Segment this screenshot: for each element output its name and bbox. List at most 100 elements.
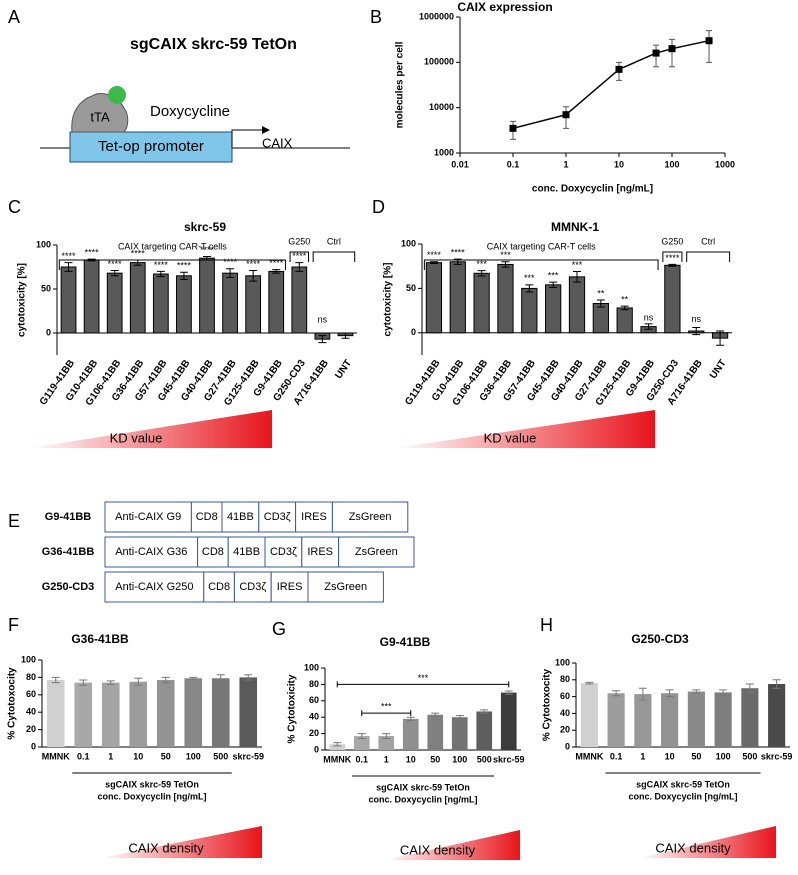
panel-a-title: sgCAIX skrc-59 TetOn: [130, 36, 297, 53]
group-label: Ctrl: [327, 236, 341, 246]
group-label: sgCAIX skrc-59 TetOn: [636, 779, 730, 789]
panel-label: C: [8, 197, 21, 217]
x-tick-label: 0.1: [355, 754, 368, 764]
x-tick-label: 500: [477, 754, 492, 764]
gradient-wedge: [385, 830, 520, 860]
significance-label: ****: [427, 250, 442, 260]
error-bar: [357, 733, 366, 740]
construct-segment: [104, 501, 192, 533]
panel-label: H: [540, 615, 553, 635]
construct-segment-label: CD8: [202, 546, 224, 558]
error-bar: [429, 261, 438, 265]
y-tick-label: 40: [26, 707, 36, 717]
significance-label: **: [597, 288, 605, 298]
error-bar: [79, 679, 88, 686]
significance-label: **: [621, 295, 629, 305]
y-tick-label: 50: [406, 283, 416, 293]
construct-segment-label: IRES: [277, 581, 303, 593]
bar: [768, 684, 786, 747]
data-line: [512, 39, 710, 130]
error-bar: [585, 681, 594, 685]
error-bar: [179, 271, 188, 280]
y-axis-label: % Cytotoxicity: [287, 674, 298, 743]
data-point: [615, 65, 623, 73]
significance-label: ***: [476, 259, 487, 269]
transcription-arrow: [231, 129, 262, 148]
construct-segment-label: Anti-CAIX G250: [115, 581, 193, 593]
y-tick-label: 50: [41, 283, 51, 293]
significance-label: ****: [177, 261, 192, 271]
x-tick-label: 10: [614, 159, 624, 169]
y-tick-label: 100: [21, 654, 36, 664]
error-bar: [504, 690, 513, 695]
error-bar: [745, 683, 754, 693]
data-point: [668, 45, 676, 53]
error-bar: [573, 271, 581, 283]
group-bracket: [289, 251, 310, 262]
comparison-bracket: [336, 681, 510, 688]
x-tick-label: 1: [384, 754, 389, 764]
bar: [211, 678, 230, 747]
construct-diagram: G9-41BB Anti-CAIX G9 CD8 41BB CD3ζ IRES ZsGree…: [42, 501, 415, 603]
significance-label: ****: [292, 251, 307, 261]
bar: [687, 691, 705, 747]
error-bar: [772, 679, 781, 689]
chart-title: MMNK-1: [551, 220, 599, 234]
chart-title: CAIX expression: [457, 0, 552, 14]
bar: [607, 693, 625, 747]
bar: [184, 678, 203, 747]
group-label: CAIX targeting CAR-T cells: [118, 241, 227, 251]
chart-title: G9-41BB: [380, 635, 431, 649]
x-tick-label: 100: [716, 751, 731, 761]
error-bar: [706, 30, 713, 63]
error-bar: [549, 281, 558, 289]
bar: [46, 680, 65, 747]
x-tick-label: 50: [161, 751, 171, 761]
error-bar: [51, 676, 60, 684]
y-axis-label: cytotoxicity [%]: [383, 263, 394, 337]
y-tick-label: 40: [560, 708, 570, 718]
gradient-wedge: [30, 410, 272, 448]
group-sublabel: conc. Doxycyclin [ng/mL]: [628, 791, 737, 801]
group-label: sgCAIX skrc-59 TetOn: [105, 779, 199, 789]
construct-segment: [301, 536, 340, 568]
y-tick-label: 0: [314, 744, 319, 754]
group-label: CAIX targeting CAR-T cells: [487, 241, 596, 251]
x-tick-label: 1: [563, 159, 568, 169]
significance-label: ****: [131, 248, 146, 258]
construct-name: G9-41BB: [45, 511, 92, 523]
error-bar: [501, 261, 510, 268]
y-tick-label: 0: [31, 741, 36, 751]
x-tick-label: 0.01: [451, 159, 469, 169]
bar: [500, 692, 517, 750]
y-tick-label: 20: [309, 728, 319, 738]
x-tick-label: 50: [691, 751, 701, 761]
bar: [402, 718, 419, 750]
x-tick-label: 10: [406, 754, 416, 764]
y-tick-label: 20: [560, 725, 570, 735]
bar: [476, 711, 493, 750]
significance-label: ****: [108, 259, 123, 269]
bar: [592, 302, 609, 334]
y-axis-label: % Cytotoxocity: [7, 667, 18, 740]
significance-label: ****: [451, 247, 466, 257]
error-bar: [719, 689, 728, 696]
y-tick-label: 100: [36, 239, 51, 249]
comparison-label: ***: [418, 673, 429, 683]
group-label: G250: [661, 236, 683, 246]
bar: [449, 261, 466, 334]
error-bar: [669, 38, 675, 68]
chart-title: skrc-59: [184, 220, 226, 234]
bar: [427, 714, 444, 750]
construct-name: G36-41BB: [42, 546, 95, 558]
y-axis-label: cytotoxicity [%]: [17, 263, 28, 337]
x-tick-label: 10: [133, 751, 143, 761]
bar: [239, 677, 258, 747]
bar: [616, 307, 633, 334]
error-bar: [596, 299, 605, 308]
error-bar: [216, 674, 225, 683]
y-tick-label: 1000: [434, 147, 454, 157]
construct-segment-label: CD8: [208, 581, 230, 593]
error-bar: [480, 709, 489, 714]
group-label: sgCAIX skrc-59 TetOn: [376, 782, 470, 792]
